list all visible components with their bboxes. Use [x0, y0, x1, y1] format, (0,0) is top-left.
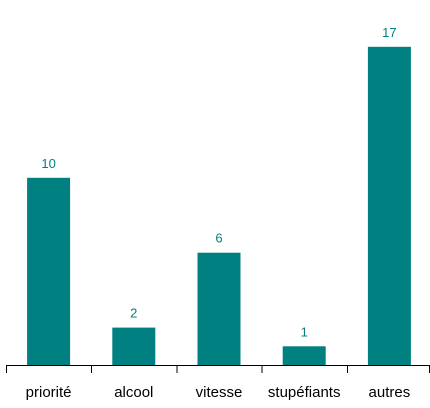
- tick-label-priorite: priorité: [26, 384, 72, 401]
- x-tick-labels-group: priorité alcool vitesse stupéfiants autres: [26, 384, 411, 401]
- bar-autres: [367, 46, 411, 366]
- x-axis: [6, 365, 430, 373]
- bars-group: [27, 46, 411, 366]
- bar-alcool: [112, 327, 156, 365]
- data-label-priorite: 10: [41, 156, 55, 171]
- tick-label-stupefiants: stupéfiants: [268, 384, 341, 401]
- bar-vitesse: [197, 252, 241, 365]
- bar-priorite: [27, 177, 71, 365]
- data-labels-group: 10 2 6 1 17: [41, 25, 396, 339]
- tick-label-autres: autres: [369, 384, 411, 401]
- tick-label-vitesse: vitesse: [196, 384, 243, 401]
- data-label-autres: 17: [382, 25, 396, 40]
- data-label-vitesse: 6: [215, 231, 222, 246]
- data-label-stupefiants: 1: [301, 324, 308, 339]
- bar-stupefiants: [282, 346, 326, 365]
- tick-label-alcool: alcool: [114, 384, 153, 401]
- data-label-alcool: 2: [130, 306, 137, 321]
